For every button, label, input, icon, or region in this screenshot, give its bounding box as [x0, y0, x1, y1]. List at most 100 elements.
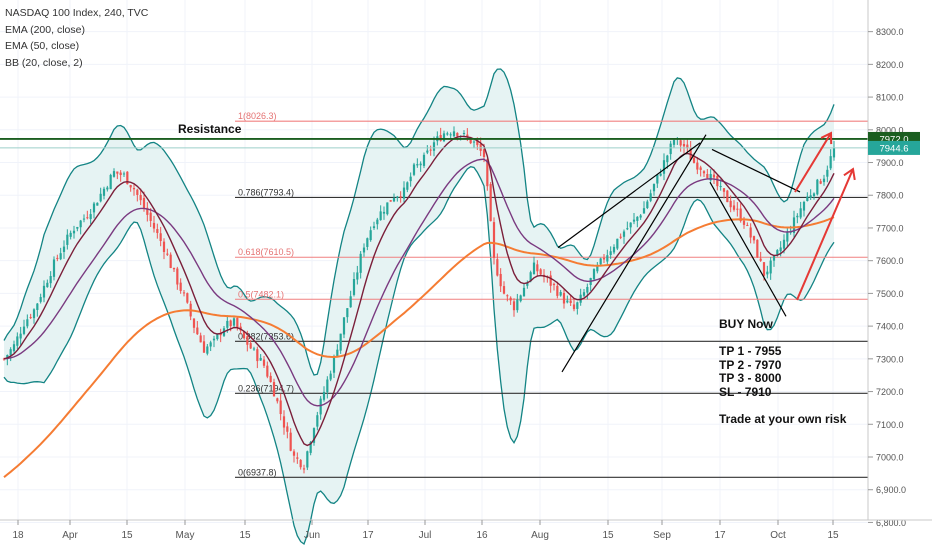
trade-note: BUY Now TP 1 - 7955 TP 2 - 7970 TP 3 - 8…	[719, 317, 847, 426]
legend-ema50[interactable]: EMA (50, close)	[5, 40, 80, 52]
candle-body	[312, 428, 316, 443]
candle-body	[539, 269, 542, 275]
arrowhead	[843, 167, 856, 181]
candle-body	[746, 225, 749, 227]
candle-body	[336, 349, 339, 357]
candle-body	[342, 317, 346, 335]
candle-body	[236, 318, 239, 328]
time-axis[interactable]: 18 Apr 15 May 15 Jun 17 Jul 16 Aug 15 Sep 17 Oct 15	[0, 519, 932, 541]
y-tick-label: 7100.0	[876, 420, 904, 430]
candle-body	[716, 175, 719, 187]
candle-body	[109, 174, 112, 190]
fib-label: 0.236(7194.7)	[238, 383, 294, 393]
candle-body	[592, 269, 596, 280]
candle-body	[729, 200, 732, 208]
x-tick-label: Jul	[419, 530, 432, 541]
candle-body	[529, 272, 532, 282]
candle-body	[556, 285, 559, 296]
legend-ema200[interactable]: EMA (200, close)	[5, 23, 85, 36]
candle-body	[806, 196, 809, 202]
bb-fill	[4, 69, 834, 544]
candle-body	[209, 342, 212, 347]
candle-body	[6, 355, 9, 359]
candle-body	[142, 198, 146, 209]
candle-body	[89, 214, 92, 220]
bb-basis-line	[3, 135, 835, 447]
candle-body	[302, 468, 306, 470]
x-tick-label: May	[176, 530, 195, 541]
candle-body	[329, 373, 332, 380]
candle-body	[112, 171, 116, 177]
candle-body	[282, 416, 286, 428]
candle-body	[562, 292, 566, 304]
fib-label: 0.382(7353.6)	[238, 331, 294, 341]
candle-body	[432, 142, 436, 151]
candle-body	[389, 200, 392, 202]
candle-body	[409, 176, 412, 182]
candle-body	[559, 292, 562, 296]
candle-body	[726, 190, 729, 203]
candle-body	[119, 172, 122, 175]
candle-body	[59, 253, 62, 260]
candle-body	[256, 349, 259, 362]
candle-body	[396, 196, 399, 199]
candle-body	[249, 343, 252, 349]
candle-body	[619, 236, 622, 238]
candle-body	[706, 174, 709, 179]
candle-body	[699, 167, 702, 170]
candle-body	[566, 300, 569, 303]
symbol-title[interactable]: NASDAQ 100 Index, 240, TVC	[5, 7, 149, 19]
candle-body	[416, 164, 419, 166]
candle-body	[246, 336, 249, 345]
price-axis[interactable]: 6,800.0 6,900.0 7000.0 7100.0 7200.0 7300.0 74…	[867, 0, 932, 550]
note-line: Trade at your own risk	[719, 411, 847, 426]
candle-body	[242, 331, 246, 339]
candle-body	[272, 382, 276, 397]
candle-body	[186, 293, 189, 303]
bb-upper	[3, 68, 835, 376]
legend-bb[interactable]: BB (20, close, 2)	[5, 56, 83, 69]
y-tick-label: 7200.0	[876, 387, 904, 397]
fibonacci-levels: 1(8026.3) 0.786(7793.4) 0.618(7610.5) 0.5(7…	[235, 111, 868, 478]
candle-body	[179, 282, 182, 291]
note-line	[719, 399, 846, 413]
candle-body	[446, 133, 449, 135]
ema200-line	[3, 216, 835, 478]
candle-body	[372, 226, 376, 229]
price-tag	[868, 140, 920, 155]
fib-label: 0.786(7793.4)	[238, 187, 294, 197]
x-tick-label: 15	[239, 530, 251, 541]
candle-body	[536, 264, 539, 272]
candle-body	[609, 251, 612, 256]
candle-body	[42, 285, 46, 298]
candle-body	[22, 326, 26, 334]
candle-body	[289, 432, 292, 451]
candle-body	[16, 336, 19, 346]
candle-body	[132, 187, 136, 190]
candle-body	[2, 358, 6, 360]
trendline	[557, 142, 701, 249]
candle-body	[309, 442, 312, 453]
candle-body	[322, 391, 326, 400]
candle-body	[26, 319, 29, 327]
candle-body	[136, 189, 139, 195]
y-tick-label: 8300.0	[876, 27, 904, 37]
candle-body	[502, 286, 506, 294]
candle-body	[742, 220, 746, 225]
candle-body	[776, 250, 779, 255]
candle-body	[646, 201, 649, 209]
candle-body	[669, 143, 672, 155]
candle-body	[349, 296, 352, 308]
fib-label: 1(8026.3)	[238, 111, 277, 121]
trendline	[711, 148, 801, 193]
candles	[2, 126, 836, 474]
candle-body	[286, 426, 289, 432]
candle-body	[756, 239, 759, 258]
x-tick-label: Apr	[62, 530, 78, 541]
candle-body	[576, 302, 579, 309]
candle-body	[182, 292, 186, 294]
candle-body	[382, 211, 386, 214]
candle-body	[332, 356, 336, 373]
